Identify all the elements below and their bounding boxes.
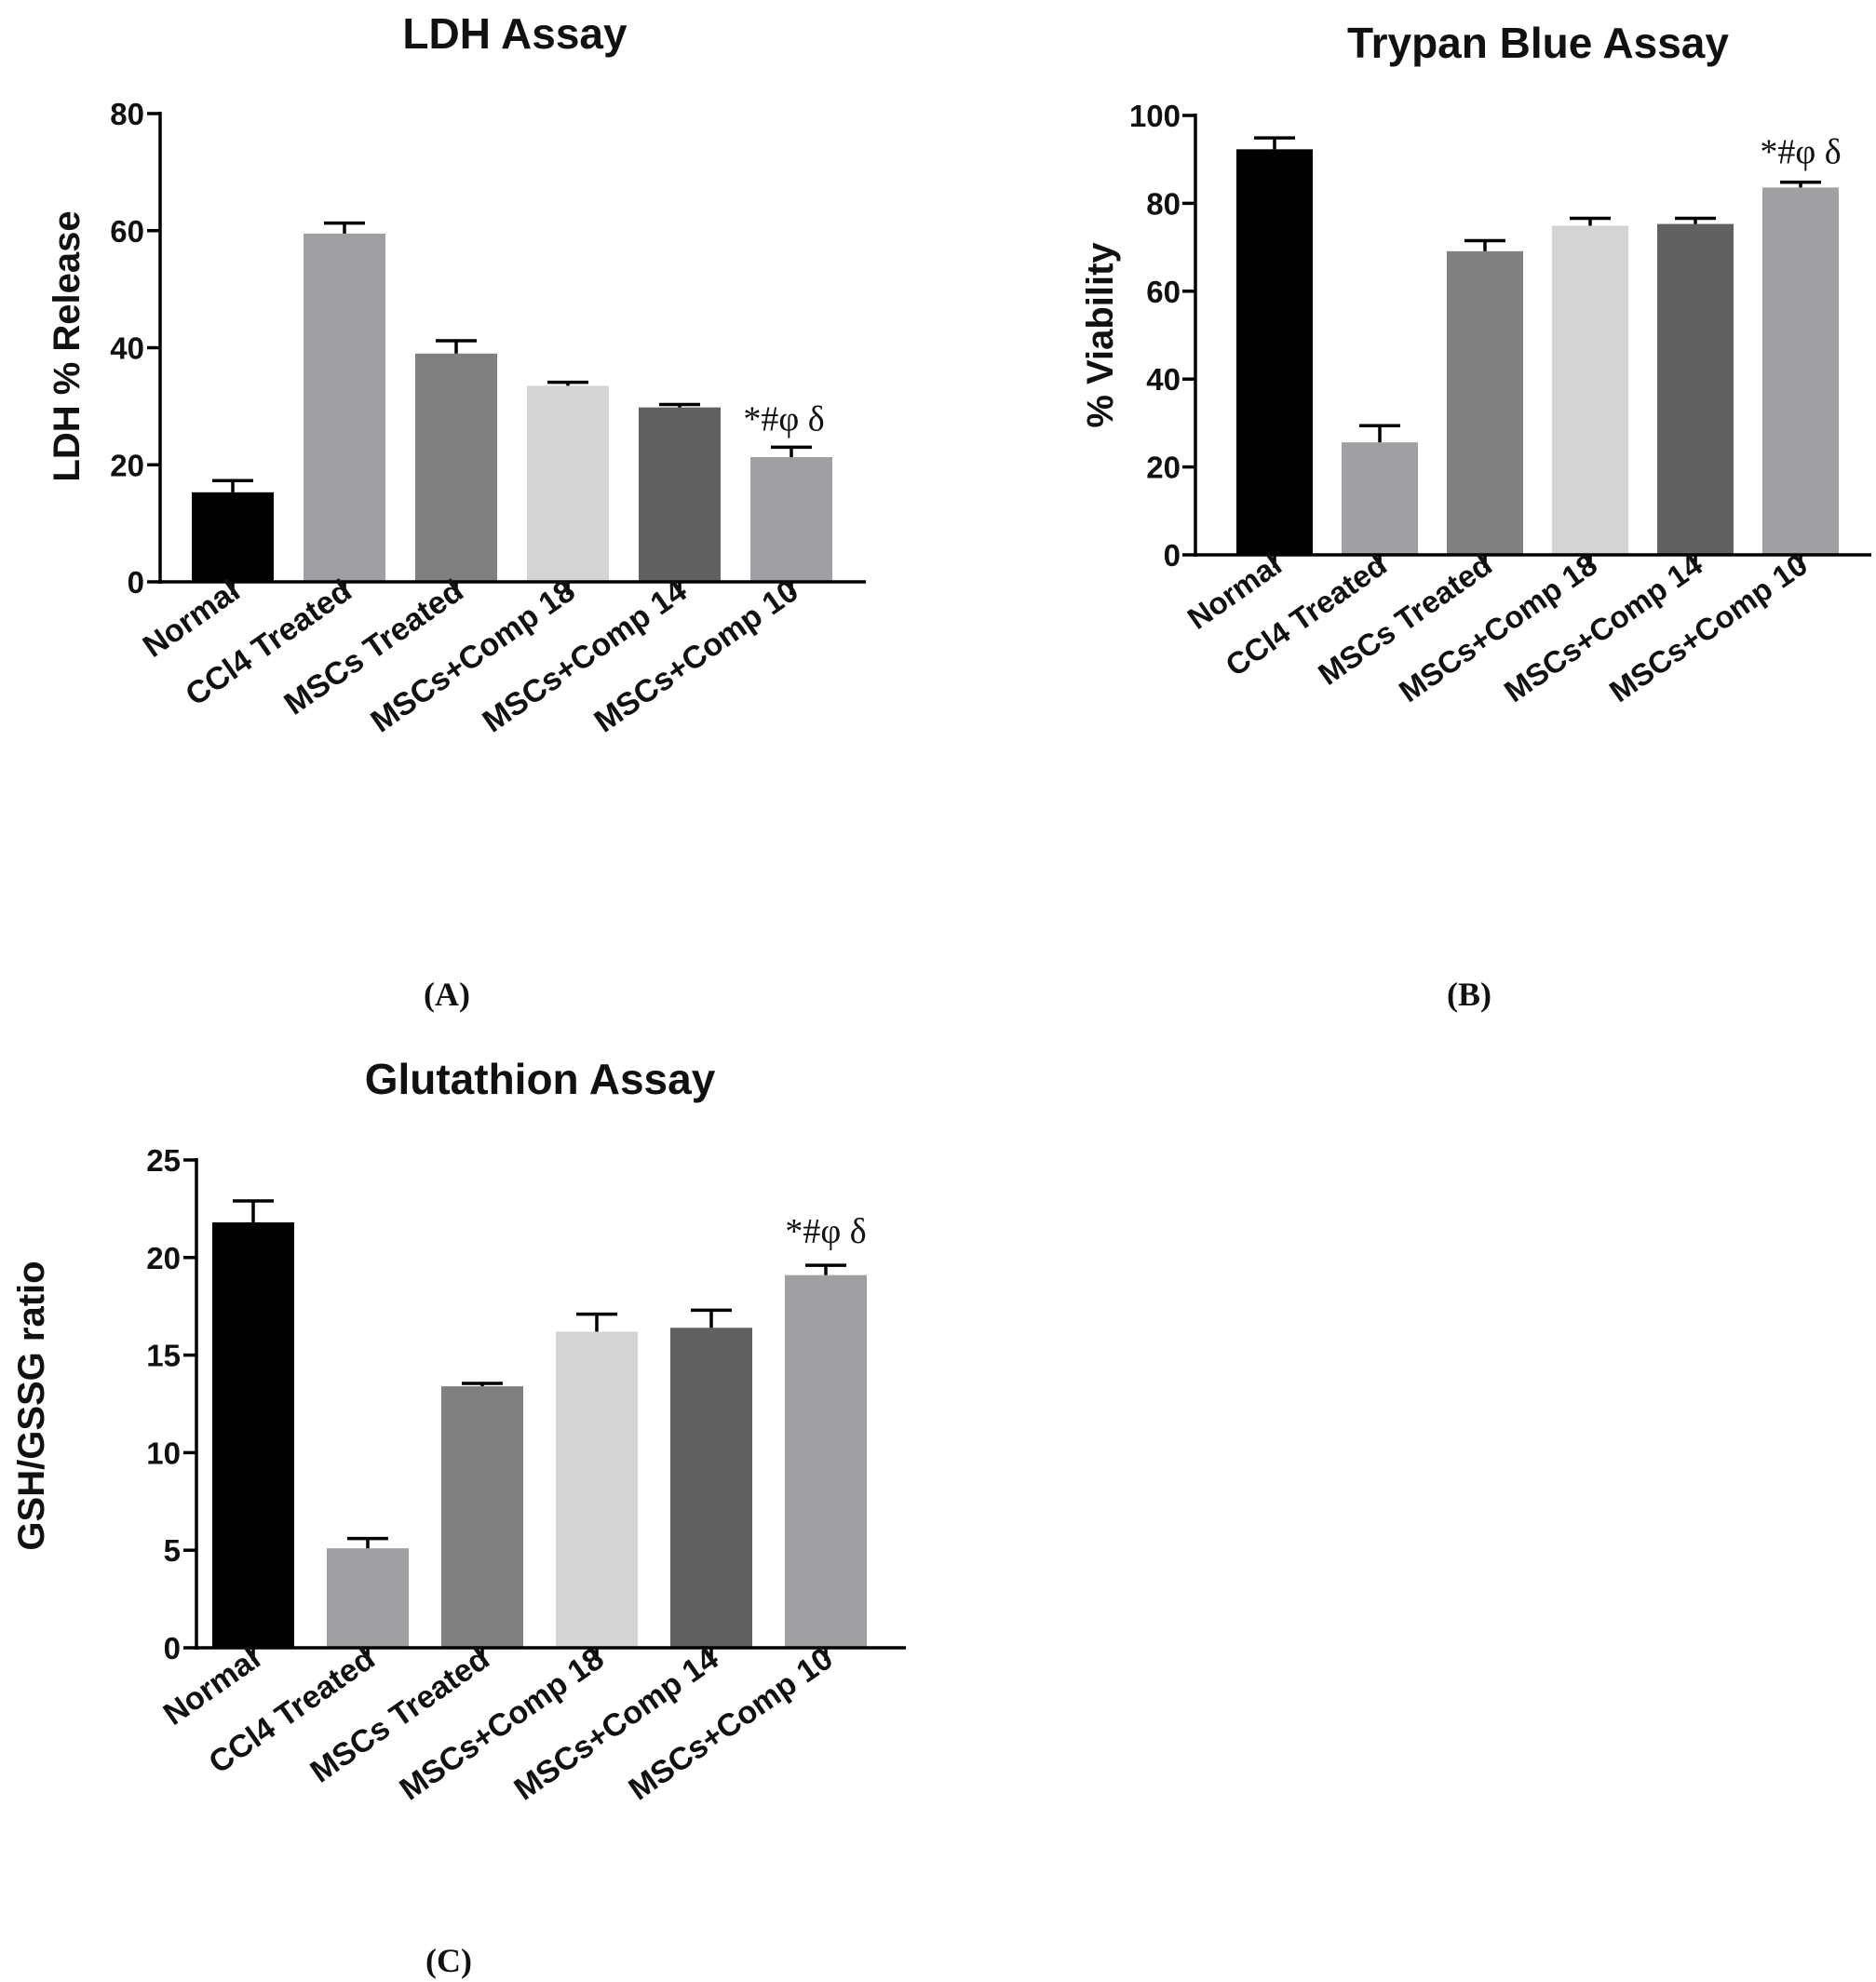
- significance-annotation: *#φ δ: [1760, 133, 1841, 172]
- bar-group: [1236, 149, 1839, 556]
- bar: [212, 1222, 294, 1648]
- bar: [1552, 225, 1628, 556]
- y-tick-label: 100: [1129, 99, 1181, 133]
- y-tick-label: 60: [110, 214, 144, 249]
- chart-title: LDH Assay: [402, 9, 628, 58]
- y-ticks: 0 5 10 15 20 25: [146, 1143, 196, 1665]
- y-tick-label: 60: [1146, 275, 1181, 309]
- error-bar-group: [212, 221, 812, 492]
- panel-label: (A): [424, 976, 470, 1013]
- bar-group: [212, 1222, 867, 1648]
- panel-label: (C): [425, 1942, 472, 1979]
- chart-title: Trypan Blue Assay: [1347, 19, 1729, 67]
- significance-annotation: *#φ δ: [743, 399, 824, 438]
- y-axis-label: GSH/GSSG ratio: [11, 1261, 52, 1550]
- bar: [1657, 223, 1734, 556]
- bar: [639, 407, 721, 582]
- y-tick-label: 15: [146, 1339, 181, 1373]
- y-tick-label: 0: [164, 1631, 181, 1665]
- bar: [441, 1386, 523, 1648]
- bar: [785, 1274, 867, 1648]
- y-tick-label: 20: [146, 1241, 181, 1275]
- x-tick-label: MSCs+Comp 14: [477, 573, 694, 739]
- y-tick-label: 25: [146, 1143, 181, 1178]
- bar: [670, 1328, 752, 1648]
- y-tick-label: 40: [110, 331, 144, 366]
- x-tick-label: MSCs+Comp 14: [508, 1640, 725, 1807]
- panel-label: (B): [1447, 976, 1491, 1013]
- x-tick-label: MSCs+Comp 10: [623, 1640, 840, 1807]
- chart-panel-c: Glutathion Assay GSH/GSSG ratio 0 5 10 15 20…: [11, 1055, 906, 1979]
- chart-panel-a: LDH Assay LDH % Release 0 20 40 60 80 Normal…: [47, 9, 866, 1013]
- bar: [192, 492, 274, 582]
- x-tick-label: MSCs+Comp 18: [365, 573, 582, 739]
- bar: [527, 385, 609, 582]
- x-tick-label: MSCs+Comp 10: [588, 573, 805, 739]
- chart-panel-b: Trypan Blue Assay % Viability 0 20 40 60 80 1…: [1080, 19, 1871, 1013]
- x-tick-label: MSCs+Comp 18: [394, 1640, 611, 1807]
- bar: [750, 457, 832, 582]
- y-tick-label: 0: [1164, 538, 1181, 573]
- y-tick-label: 40: [1146, 362, 1181, 397]
- bar: [1447, 250, 1523, 555]
- chart-title: Glutathion Assay: [365, 1055, 716, 1103]
- y-axis-label: LDH % Release: [47, 210, 88, 481]
- y-tick-label: 5: [164, 1533, 181, 1568]
- error-bar-group: [1254, 136, 1821, 443]
- bar: [327, 1548, 409, 1648]
- bar: [1762, 187, 1839, 555]
- x-tick-label: MSCs Treated: [1312, 546, 1498, 691]
- bar: [415, 353, 497, 582]
- y-tick-label: 20: [110, 448, 144, 482]
- error-bar-group: [233, 1199, 846, 1549]
- y-tick-label: 20: [1146, 451, 1181, 485]
- y-ticks: 0 20 40 60 80: [110, 97, 160, 600]
- bar: [1236, 149, 1313, 555]
- y-tick-label: 10: [146, 1436, 181, 1470]
- bar: [1342, 442, 1418, 555]
- y-axis-label: % Viability: [1080, 242, 1121, 428]
- significance-annotation: *#φ δ: [785, 1212, 866, 1251]
- y-ticks: 0 20 40 60 80 100: [1129, 99, 1195, 573]
- y-tick-label: 0: [128, 565, 144, 600]
- bar-group: [192, 233, 832, 583]
- x-tick-label: MSCs+Comp 10: [1603, 546, 1814, 708]
- y-tick-label: 80: [1146, 186, 1181, 221]
- bar: [304, 233, 385, 583]
- y-tick-label: 80: [110, 97, 144, 131]
- bar: [556, 1331, 638, 1648]
